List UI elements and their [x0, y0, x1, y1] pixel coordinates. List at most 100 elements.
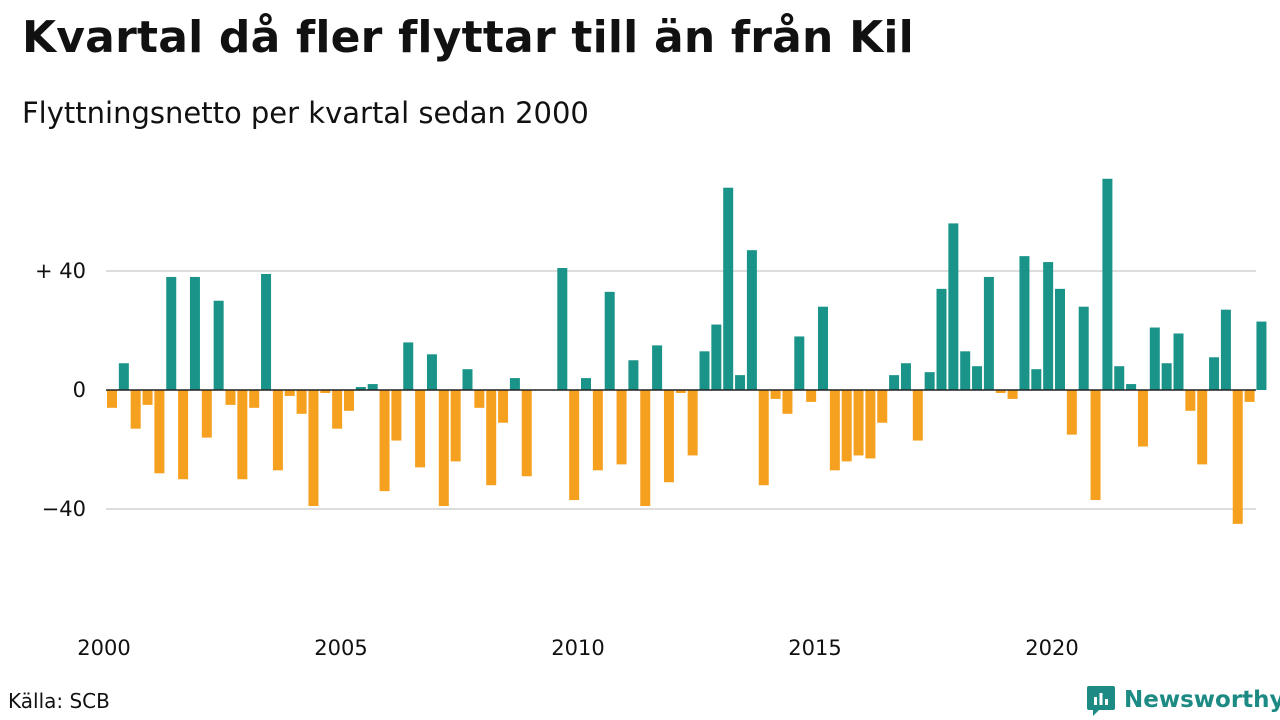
x-tick-label: 2015 [788, 636, 841, 660]
bar [675, 390, 686, 393]
bar [853, 390, 864, 456]
bar [924, 372, 935, 390]
gridlines [106, 270, 1256, 510]
bar [652, 345, 663, 391]
bar [118, 363, 129, 390]
bar [332, 390, 343, 429]
bar [806, 390, 817, 402]
bar [1102, 178, 1113, 390]
bar [699, 351, 710, 390]
bar [367, 384, 378, 390]
bar [355, 387, 366, 390]
bar [1161, 363, 1172, 390]
bar [1126, 384, 1137, 390]
bar [154, 390, 165, 474]
bar [272, 390, 283, 471]
bar [403, 342, 414, 390]
x-tick-label: 2000 [77, 636, 130, 660]
bar [130, 390, 141, 429]
bar [284, 390, 295, 396]
bar [663, 390, 674, 483]
y-tick-label: −40 [42, 497, 86, 521]
bar-series [107, 178, 1267, 524]
x-tick-label: 2005 [314, 636, 367, 660]
brand-logo[interactable]: Newsworthy [1086, 683, 1280, 717]
bar [711, 324, 722, 390]
bar [687, 390, 698, 456]
bar [189, 276, 200, 390]
bar [1031, 369, 1042, 390]
bar [865, 390, 876, 459]
bar [415, 390, 426, 468]
bar [308, 390, 319, 507]
bar [995, 390, 1006, 393]
x-tick-label: 2020 [1025, 636, 1078, 660]
source-note: Källa: SCB [8, 689, 110, 713]
bar [983, 276, 994, 390]
bar [723, 187, 734, 390]
bar [1197, 390, 1208, 465]
bar [889, 375, 900, 391]
bar [960, 351, 971, 390]
bar [521, 390, 532, 477]
bar [379, 390, 390, 492]
brand-name: Newsworthy [1124, 687, 1280, 713]
bar [557, 268, 568, 390]
bar [1149, 327, 1160, 390]
bar [972, 366, 983, 390]
chart-subtitle: Flyttningsnetto per kvartal sedan 2000 [22, 96, 589, 130]
bar [794, 336, 805, 390]
bar [474, 390, 485, 408]
bar [296, 390, 307, 414]
bar [770, 390, 781, 399]
bar [628, 360, 639, 390]
bar [249, 390, 260, 408]
axes: + 40 0 −40 2000 2005 2010 2015 2020 [35, 259, 1256, 660]
bar [1090, 390, 1101, 501]
bar [569, 390, 580, 501]
bar [841, 390, 852, 462]
bar [391, 390, 402, 441]
bar [735, 375, 746, 391]
bar [948, 223, 959, 390]
bar [1220, 309, 1231, 390]
bar [344, 390, 354, 411]
bar [509, 378, 520, 390]
bar [900, 363, 911, 390]
bar [498, 390, 509, 423]
bar [604, 291, 615, 390]
bar [912, 390, 923, 441]
bar [201, 390, 212, 438]
bar [237, 390, 248, 480]
bar [1066, 390, 1077, 435]
x-tick-label: 2010 [551, 636, 604, 660]
bar [450, 390, 461, 462]
bar [438, 390, 449, 507]
bar [1078, 306, 1089, 390]
y-tick-label: 0 [73, 378, 86, 402]
bar [320, 390, 331, 393]
bar [225, 390, 236, 405]
bar [782, 390, 793, 414]
bar [1114, 366, 1125, 390]
bar [166, 276, 177, 390]
y-tick-label: + 40 [35, 259, 86, 283]
bar [486, 390, 497, 486]
bar [592, 390, 603, 471]
bar [581, 378, 591, 390]
bar [936, 288, 947, 390]
bar [1209, 357, 1220, 390]
bar [1007, 390, 1018, 399]
bar [616, 390, 627, 465]
bar [1185, 390, 1196, 411]
chart-title: Kvartal då fler flyttar till än från Kil [22, 12, 914, 63]
bar [877, 390, 888, 423]
bar [1055, 288, 1065, 390]
bar [261, 273, 272, 390]
bar-chart-logo-icon [1087, 686, 1115, 716]
bar [178, 390, 189, 480]
bar [640, 390, 651, 507]
bar [758, 390, 769, 486]
bar [1137, 390, 1148, 447]
